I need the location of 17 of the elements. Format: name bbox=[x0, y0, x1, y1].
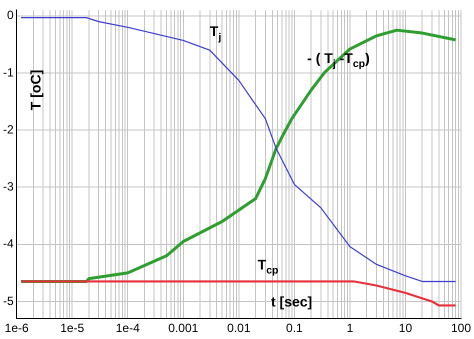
x-tick-label: 1 bbox=[346, 321, 354, 336]
x-tick-label: 0.001 bbox=[168, 321, 199, 336]
y-tick-label: -4 bbox=[3, 236, 14, 251]
x-tick-label: 100 bbox=[450, 321, 472, 336]
x-axis-title: t [sec] bbox=[270, 294, 312, 310]
y-tick-label: 0 bbox=[6, 8, 14, 22]
y-tick-label: -2 bbox=[3, 122, 14, 136]
x-tick-label: 1e-5 bbox=[60, 321, 85, 336]
y-tick-label: -3 bbox=[3, 180, 14, 194]
y-axis-title: T [oC] bbox=[28, 70, 44, 110]
x-tick-label: 10 bbox=[398, 321, 412, 336]
x-tick-label: 0.01 bbox=[227, 321, 251, 336]
x-tick-label: 0.1 bbox=[286, 321, 304, 336]
y-tick-label: -1 bbox=[3, 65, 14, 80]
x-tick-label: 1e-4 bbox=[116, 321, 140, 336]
x-tick-label: 1e-6 bbox=[4, 321, 29, 336]
y-tick-label: -5 bbox=[3, 294, 14, 308]
